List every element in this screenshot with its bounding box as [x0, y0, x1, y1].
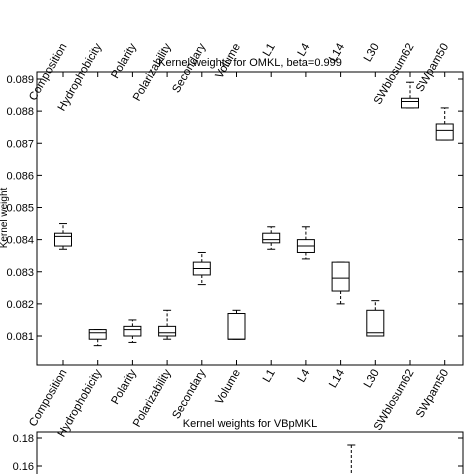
vbpmkl-partial-whisker	[347, 444, 356, 474]
omkl-plot-frame	[36, 71, 464, 366]
y-tick-label: 0.083	[6, 267, 34, 279]
box-polarity	[123, 319, 142, 343]
vbpmkl-y-tick-label: 0.16	[13, 461, 34, 473]
y-tick-label: 0.087	[6, 138, 34, 150]
vbpmkl-plot-frame	[36, 431, 464, 474]
box-body	[88, 329, 107, 340]
category-label-l1: L1	[261, 368, 278, 385]
category-label-l4: L4	[296, 367, 313, 385]
vbpmkl-y-axis-ticks: 0.16 0.18	[13, 433, 463, 473]
box-l1	[262, 226, 281, 250]
y-tick-label: 0.084	[6, 235, 34, 247]
omkl-boxes	[54, 81, 454, 347]
category-label-l30: L30	[362, 368, 382, 391]
category-label-swpam50: SWpam50	[414, 368, 451, 420]
box-volume	[227, 309, 246, 340]
category-label-polarity: Polarity	[109, 367, 139, 406]
box-composition	[54, 223, 72, 250]
category-label-polarizability: Polarizability	[131, 367, 174, 429]
box-swpam50	[435, 107, 454, 141]
y-tick-label: 0.081	[6, 331, 34, 343]
y-tick-label: 0.086	[6, 170, 34, 182]
vbpmkl-y-tick-label: 0.18	[13, 433, 34, 445]
box-body	[227, 313, 246, 340]
y-tick-label: 0.088	[6, 106, 34, 118]
omkl-y-axis-ticks: 0.081 0.082 0.083 0.084 0.085 0.086 0.087 0.088…	[6, 74, 463, 343]
category-label-secondary: Secondary	[171, 367, 209, 421]
box-secondary	[192, 251, 211, 286]
box-body	[331, 261, 350, 292]
box-swblosum62	[401, 81, 419, 109]
vbpmkl-frame-rect	[36, 431, 464, 474]
vbpmkl-chart-title: Kernel weights for VBpMKL	[183, 418, 318, 430]
box-polarizability	[158, 309, 177, 340]
y-tick-label: 0.089	[6, 74, 34, 86]
box-body	[366, 309, 385, 337]
omkl-y-axis-label: Kernel weight	[0, 187, 10, 248]
top-category-label-polarity: Polarity	[109, 41, 139, 80]
category-label-volume: Volume	[214, 368, 244, 407]
y-tick-label: 0.085	[6, 203, 34, 215]
box-l14	[331, 261, 350, 305]
top-category-label-swpam50: SWpam50	[414, 42, 451, 94]
omkl-chart-title: Kernel weights for OMKL, beta=0.999	[158, 57, 342, 69]
box-body	[123, 325, 142, 337]
box-hydrophobicity	[88, 329, 107, 347]
omkl-x-axis-ticks	[62, 72, 446, 365]
box-body	[158, 325, 177, 337]
category-label-l14: L14	[327, 367, 347, 390]
top-category-label-l30: L30	[362, 42, 382, 65]
box-l30	[366, 300, 385, 337]
box-body	[262, 232, 281, 244]
top-category-label-l1: L1	[261, 42, 278, 59]
y-tick-label: 0.082	[6, 299, 34, 311]
box-l4	[296, 226, 315, 260]
top-category-label-l4: L4	[296, 41, 313, 59]
box-body	[401, 97, 419, 109]
box-body	[435, 123, 454, 141]
box-body	[54, 232, 72, 247]
